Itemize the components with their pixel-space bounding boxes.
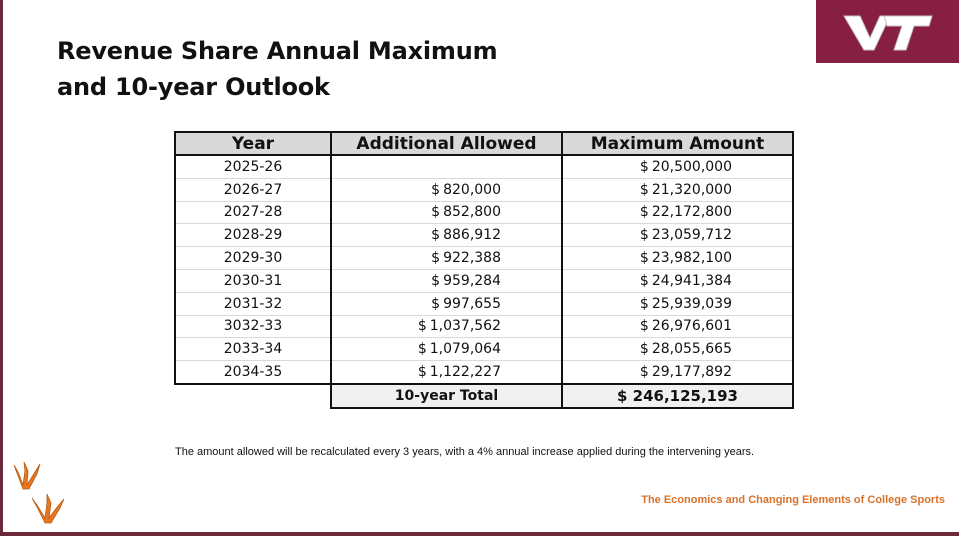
column-header-year: Year (174, 131, 332, 156)
title-line-2: and 10-year Outlook (57, 73, 330, 101)
total-row-spacer (175, 384, 331, 408)
table-row: 2034-35 $1,122,227 $29,177,892 (174, 360, 794, 385)
table-row: 2025-26 $20,500,000 (174, 155, 794, 179)
cell-year: 2027-28 (174, 201, 332, 225)
cell-maximum-amount: $22,172,800 (561, 201, 794, 225)
footer-caption: The Economics and Changing Elements of C… (641, 494, 945, 506)
total-label: 10-year Total (330, 382, 563, 409)
amount-value: 997,655 (443, 295, 501, 312)
amount-value: 820,000 (443, 181, 501, 198)
amount-value: 24,941,384 (651, 272, 732, 289)
cell-year: 2033-34 (174, 337, 332, 362)
column-header-maximum: Maximum Amount (561, 131, 794, 156)
cell-year: 2034-35 (174, 360, 332, 385)
table-row: 2027-28 $852,800 $22,172,800 (174, 201, 794, 225)
currency-symbol: $ (431, 295, 441, 312)
amount-value: 23,982,100 (651, 250, 732, 267)
amount-value: 1,122,227 (429, 364, 501, 381)
table-row: 2029-30 $922,388 $23,982,100 (174, 246, 794, 270)
cell-maximum-amount: $21,320,000 (561, 178, 794, 202)
title-line-1: Revenue Share Annual Maximum (57, 37, 498, 65)
table-row: 2028-29 $886,912 $23,059,712 (174, 223, 794, 248)
cell-year: 2026-27 (174, 178, 332, 202)
cell-additional-allowed: $922,388 (330, 246, 563, 270)
currency-symbol: $ (639, 181, 649, 198)
revenue-table: Year Additional Allowed Maximum Amount 2… (174, 131, 794, 409)
table-row: 2030-31 $959,284 $24,941,384 (174, 269, 794, 293)
currency-symbol: $ (431, 272, 441, 289)
amount-value: 23,059,712 (651, 227, 732, 244)
cell-additional-allowed: $1,037,562 (330, 315, 563, 339)
amount-value: 1,037,562 (429, 318, 501, 335)
currency-symbol: $ (639, 227, 649, 244)
vt-logo-icon (842, 15, 933, 50)
currency-symbol: $ (417, 318, 427, 335)
table-row: 3032-33 $1,037,562 $26,976,601 (174, 315, 794, 339)
footnote: The amount allowed will be recalculated … (175, 446, 755, 458)
table-row: 2026-27 $820,000 $21,320,000 (174, 178, 794, 202)
amount-value: 20,500,000 (651, 158, 732, 175)
amount-value: 1,079,064 (429, 341, 501, 358)
currency-symbol: $ (639, 364, 649, 381)
amount-value: 26,976,601 (651, 318, 732, 335)
cell-additional-allowed: $1,122,227 (330, 360, 563, 385)
cell-maximum-amount: $26,976,601 (561, 315, 794, 339)
currency-symbol: $ (639, 204, 649, 221)
cell-maximum-amount: $28,055,665 (561, 337, 794, 362)
cell-year: 2031-32 (174, 292, 332, 316)
cell-additional-allowed: $959,284 (330, 269, 563, 293)
cell-additional-allowed (330, 155, 563, 179)
currency-symbol: $ (639, 318, 649, 335)
cell-maximum-amount: $23,982,100 (561, 246, 794, 270)
cell-additional-allowed: $997,655 (330, 292, 563, 316)
cell-maximum-amount: $24,941,384 (561, 269, 794, 293)
amount-value: 22,172,800 (651, 204, 732, 221)
cell-year: 3032-33 (174, 315, 332, 339)
currency-symbol: $ (639, 295, 649, 312)
cell-maximum-amount: $29,177,892 (561, 360, 794, 385)
amount-value: 21,320,000 (651, 181, 732, 198)
currency-symbol: $ (431, 204, 441, 221)
amount-value: 28,055,665 (651, 341, 732, 358)
cell-year: 2030-31 (174, 269, 332, 293)
cell-year: 2029-30 (174, 246, 332, 270)
amount-value: 922,388 (443, 250, 501, 267)
currency-symbol: $ (639, 341, 649, 358)
cell-maximum-amount: $20,500,000 (561, 155, 794, 179)
cell-year: 2025-26 (174, 155, 332, 179)
cell-maximum-amount: $25,939,039 (561, 292, 794, 316)
amount-value: 29,177,892 (651, 364, 732, 381)
currency-symbol: $ (639, 250, 649, 267)
turkey-foot-icon (13, 461, 65, 524)
total-row: 10-year Total $ 246,125,193 (175, 382, 794, 409)
amount-value: 959,284 (443, 272, 501, 289)
cell-additional-allowed: $1,079,064 (330, 337, 563, 362)
currency-symbol: $ (417, 364, 427, 381)
table-body: 2025-26 $20,500,000 2026-27 $820,000 $21,320… (174, 155, 794, 409)
currency-symbol: $ (431, 181, 441, 198)
amount-value: 886,912 (443, 227, 501, 244)
currency-symbol: $ (639, 158, 649, 175)
currency-symbol: $ (417, 341, 427, 358)
currency-symbol: $ (639, 272, 649, 289)
table-row: 2033-34 $1,079,064 $28,055,665 (174, 337, 794, 362)
cell-additional-allowed: $852,800 (330, 201, 563, 225)
cell-year: 2028-29 (174, 223, 332, 248)
amount-value: 25,939,039 (651, 295, 732, 312)
amount-value: 852,800 (443, 204, 501, 221)
cell-additional-allowed: $820,000 (330, 178, 563, 202)
cell-maximum-amount: $23,059,712 (561, 223, 794, 248)
total-value: $ 246,125,193 (561, 382, 794, 409)
currency-symbol: $ (431, 250, 441, 267)
table-row: 2031-32 $997,655 $25,939,039 (174, 292, 794, 316)
page-title: Revenue Share Annual Maximum and 10-year… (57, 33, 498, 105)
table-header-row: Year Additional Allowed Maximum Amount (174, 131, 794, 156)
vt-logo (816, 0, 959, 63)
cell-additional-allowed: $886,912 (330, 223, 563, 248)
currency-symbol: $ (431, 227, 441, 244)
column-header-additional: Additional Allowed (330, 131, 563, 156)
